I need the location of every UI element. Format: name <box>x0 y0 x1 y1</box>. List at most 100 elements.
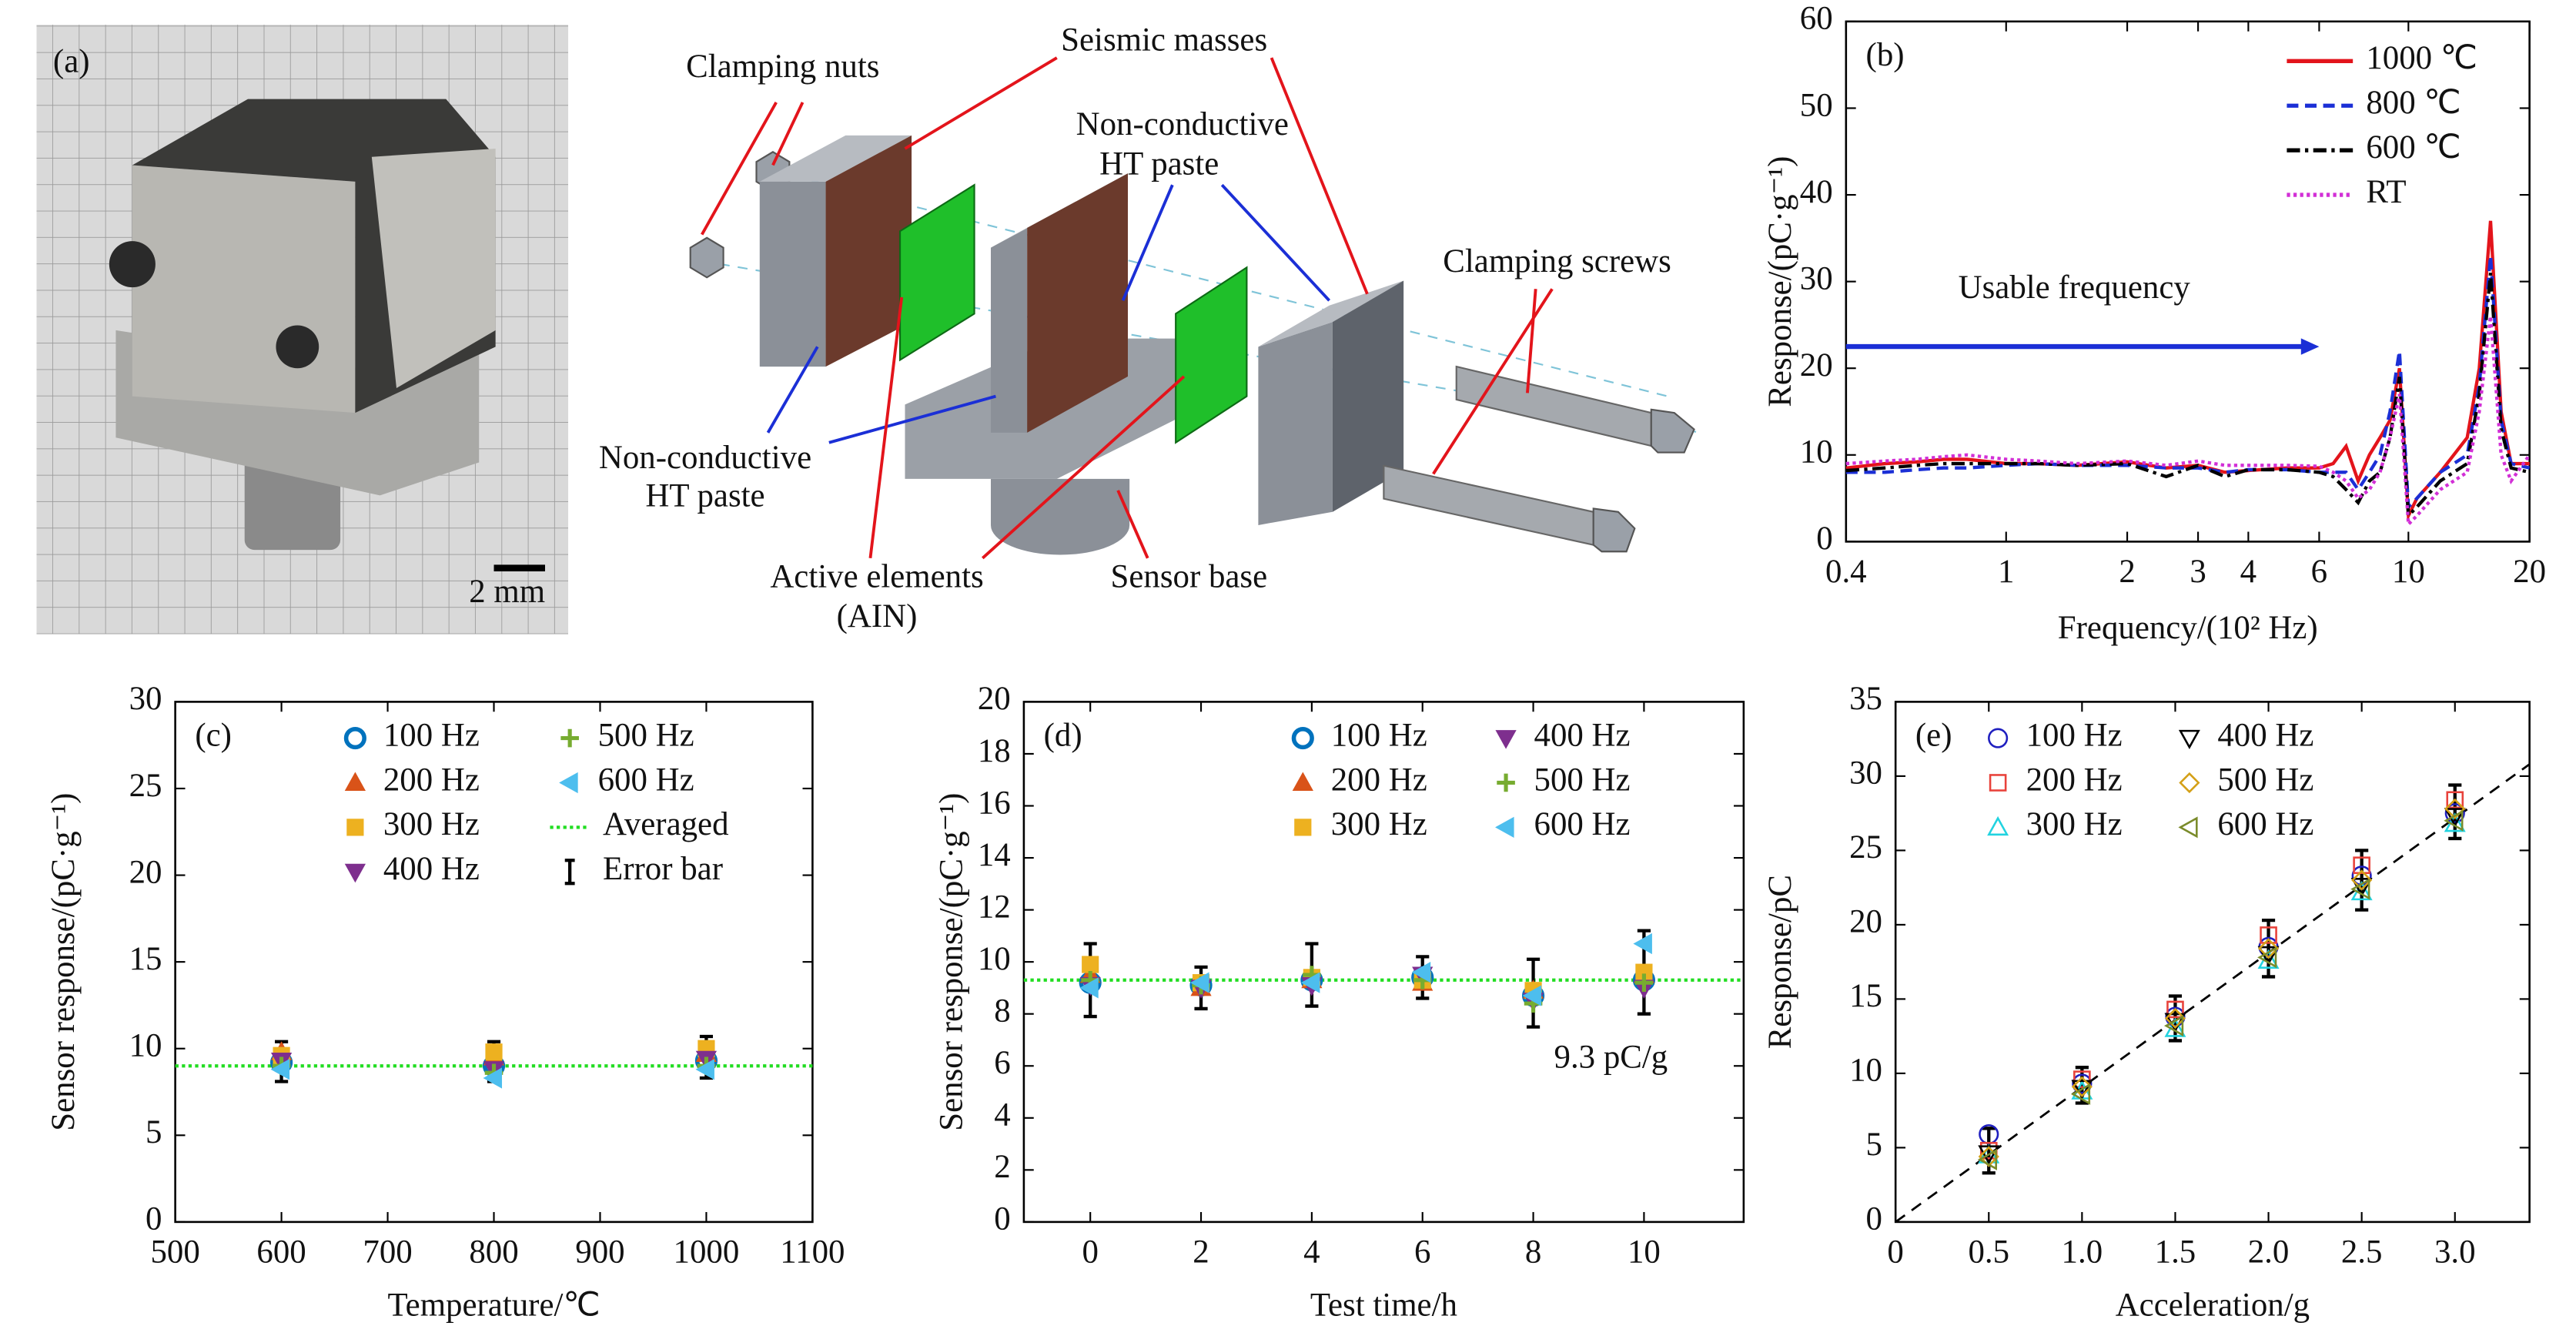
label: Active elements <box>770 559 983 595</box>
marker <box>1989 774 2007 792</box>
fit-line <box>1895 763 2531 1224</box>
legend-swatch <box>564 859 575 886</box>
x-tick-label: 600 <box>256 1234 306 1271</box>
marker <box>560 728 579 748</box>
y-tick-label: 8 <box>994 993 1010 1030</box>
leader <box>1432 288 1554 475</box>
leader <box>868 296 1186 560</box>
marker <box>1497 773 1515 792</box>
leader <box>766 346 996 444</box>
legend-label: Averaged <box>603 806 728 842</box>
panel-label: (b) <box>1866 37 1905 73</box>
marker <box>1291 726 1314 750</box>
x-tick-label: 800 <box>469 1234 518 1271</box>
active-element <box>1175 266 1248 444</box>
nut <box>689 236 724 279</box>
y-tick-label: 25 <box>1849 829 1882 866</box>
y-tick-label: 20 <box>1849 904 1882 940</box>
annotation: 9.3 pC/g <box>1554 1040 1668 1076</box>
legend-label: 100 Hz <box>383 717 480 753</box>
y-tick-label: 10 <box>1800 434 1833 470</box>
legend: 100 Hz 200 Hz 300 Hz 400 Hz 500 Hz 600 Hz Aver… <box>343 717 729 887</box>
y-tick-label: 60 <box>1800 1 1833 37</box>
x-tick-label: 0 <box>1887 1234 1903 1271</box>
marker <box>2446 791 2464 809</box>
x-tick-label: 1000 <box>674 1234 740 1271</box>
leader <box>1121 183 1331 302</box>
y-tick-label: 20 <box>978 681 1011 717</box>
marker <box>2073 1070 2091 1088</box>
label: HT paste <box>645 477 764 514</box>
leaders <box>701 56 1554 560</box>
marker <box>1294 819 1312 836</box>
legend-label: 500 Hz <box>1534 762 1631 798</box>
y-tick-label: 5 <box>1866 1127 1882 1163</box>
y-tick-label: 4 <box>994 1097 1010 1133</box>
y-tick-label: 6 <box>994 1045 1010 1081</box>
marker <box>346 819 364 836</box>
label: Clamping nuts <box>686 49 879 85</box>
y-tick-label: 5 <box>146 1114 162 1150</box>
legend-label: 400 Hz <box>383 851 480 887</box>
marker <box>1292 772 1313 791</box>
marker <box>2071 1076 2093 1097</box>
label: Clamping screws <box>1443 243 1671 280</box>
marker <box>1987 815 2009 836</box>
legend: 100 Hz 200 Hz 300 Hz 400 Hz 500 Hz 600 Hz <box>1291 717 1631 842</box>
legend-label: 1000 ℃ <box>2366 40 2477 76</box>
marker <box>695 1059 714 1080</box>
marker <box>1988 728 2009 748</box>
marker <box>2444 798 2466 819</box>
marker <box>2350 878 2370 900</box>
marker <box>2164 1015 2184 1037</box>
marker <box>344 863 366 883</box>
label: Seismic masses <box>1061 22 1267 59</box>
y-axis-label: Sensor response/(pC·g⁻¹) <box>45 793 82 1131</box>
screw-head <box>109 241 156 288</box>
y-tick-label: 0 <box>994 1201 1010 1237</box>
label: Non-conductive <box>599 440 811 476</box>
legend-label: 200 Hz <box>1331 762 1427 798</box>
sensor-base-cylinder <box>990 478 1130 525</box>
legend-label: RT <box>2366 174 2406 210</box>
y-tick-label: 10 <box>1849 1053 1882 1089</box>
legend-label: Error bar <box>603 851 723 887</box>
x-tick-label: 1.5 <box>2155 1234 2196 1271</box>
legend-label: 200 Hz <box>2026 762 2123 798</box>
marker <box>343 726 366 750</box>
y-tick-label: 30 <box>1849 755 1882 792</box>
marker <box>1495 730 1517 749</box>
x-tick-label: 8 <box>1525 1234 1541 1271</box>
x-tick-label: 500 <box>150 1234 199 1271</box>
marker <box>2179 772 2200 794</box>
legend-label: 300 Hz <box>2026 806 2123 842</box>
x-tick-label: 2 <box>2119 554 2135 590</box>
y-tick-label: 25 <box>129 768 162 804</box>
right-mass <box>371 149 496 388</box>
x-tick-label: 0.5 <box>1968 1234 2009 1271</box>
y-tick-label: 20 <box>129 854 162 890</box>
marker <box>2072 1073 2093 1094</box>
marker <box>2165 1006 2186 1027</box>
mass-face <box>825 135 912 367</box>
y-axis-label: Response/pC <box>1762 875 1798 1049</box>
marker <box>1633 933 1652 955</box>
y-tick-label: 0 <box>1816 521 1832 557</box>
mass <box>1258 280 1404 347</box>
y-tick-label: 10 <box>129 1028 162 1064</box>
legend-label: 600 ℃ <box>2366 129 2461 166</box>
diagram: Clamping nuts Seismic masses Non-conduct… <box>599 22 1701 635</box>
screw <box>1383 464 1594 547</box>
y-tick-label: 15 <box>1849 978 1882 1014</box>
marker <box>2071 1080 2093 1100</box>
plot-frame <box>1845 20 2531 543</box>
y-tick-label: 10 <box>978 941 1011 977</box>
marker <box>1522 985 1542 1006</box>
x-tick-label: 2.5 <box>2341 1234 2383 1271</box>
marker <box>1082 956 1099 973</box>
marker <box>270 1059 290 1080</box>
marker <box>1634 973 1654 992</box>
legend-label: 400 Hz <box>2217 717 2313 753</box>
legend: 1000 ℃ 800 ℃ 600 ℃ RT <box>2287 40 2477 210</box>
line-series <box>1845 220 2530 522</box>
